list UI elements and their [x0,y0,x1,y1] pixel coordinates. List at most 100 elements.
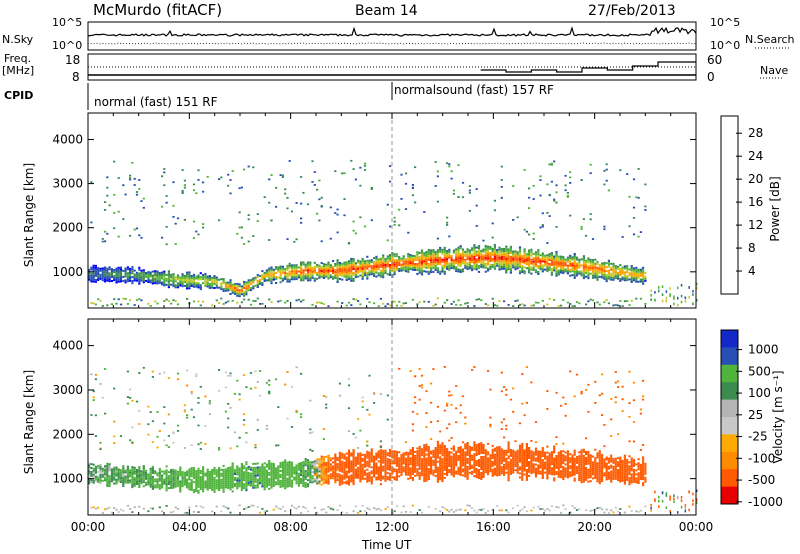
velocity-cell [461,450,465,453]
velocity-cell [464,422,467,425]
power-cell [154,272,157,275]
power-cell [161,175,164,178]
power-cell [373,302,376,305]
power-cell [104,276,107,279]
velocity-cell [218,477,221,479]
power-cell [359,184,362,187]
velocity-cell [459,411,462,414]
power-cell [407,260,410,263]
power-cell [642,272,645,275]
velocity-cell [345,458,348,461]
velocity-cell [345,462,348,465]
power-cell [530,266,533,269]
power-cell [275,186,278,189]
power-cell [550,273,553,276]
power-cell [354,266,357,269]
power-cell [432,255,435,257]
velocity-cell [197,489,200,492]
power-cell [496,262,499,265]
velocity-cell [384,465,387,468]
velocity-cell [142,485,145,488]
velocity-cell [427,456,430,459]
velocity-cell [202,470,205,473]
velocity-cell [311,431,314,434]
velocity-cell [325,479,328,482]
velocity-cell [441,444,444,447]
power-cell [518,252,522,255]
velocity-cell [436,442,439,445]
velocity-cell [471,464,474,467]
power-cell [147,273,150,276]
power-cell [430,259,433,262]
velocity-cell [448,394,451,397]
power-cell [528,251,531,254]
power-cell [124,271,127,274]
velocity-cell [436,474,439,477]
velocity-cell [131,511,134,513]
power-cell [377,268,380,271]
velocity-cell [341,454,344,457]
velocity-cell [450,459,453,462]
velocity-cell [496,466,499,469]
velocity-cell [484,465,487,468]
power-cell [639,268,642,271]
velocity-cell [179,486,182,489]
velocity-cell [427,505,430,508]
velocity-cell [461,454,465,457]
power-cell [138,280,141,283]
power-cell [484,270,487,273]
velocity-cell [231,466,234,469]
power-cell [117,270,120,273]
velocity-cell [347,483,351,486]
power-cell [644,205,647,208]
power-cell [658,289,660,293]
power-cell [614,267,617,270]
power-cell [94,280,97,283]
velocity-cell [484,451,487,454]
velocity-cell [138,423,141,425]
velocity-cell [126,402,129,405]
power-cell [482,258,485,261]
power-cell [541,268,544,271]
velocity-cell [341,478,344,481]
velocity-cell [313,474,316,477]
power-cell [154,300,157,303]
power-cell [231,285,234,288]
power-cell [345,277,348,280]
velocity-cell [206,484,209,487]
velocity-cell [436,468,439,471]
power-cell [416,255,419,258]
power-cell [598,269,601,272]
power-cell [402,259,405,262]
velocity-cell [135,483,139,485]
velocity-cell [425,461,428,464]
velocity-cell [190,408,193,411]
velocity-cell [320,459,323,462]
power-cell [275,272,278,275]
power-cell [525,253,528,256]
power-cell [163,278,166,281]
power-cell [345,273,348,276]
velocity-cell [158,467,161,470]
velocity-cell [90,463,93,466]
velocity-cell [220,486,223,489]
velocity-cell [259,472,262,475]
power-cell [286,266,289,269]
velocity-cell [359,460,362,463]
velocity-cell [238,485,241,488]
power-cell [434,266,437,269]
velocity-cell [459,474,462,476]
velocity-cell [309,428,312,431]
velocity-cell [389,462,392,465]
velocity-cell [375,476,378,479]
velocity-cell [489,464,492,467]
power-cell [377,272,380,275]
velocity-cell [493,467,496,470]
power-cell [243,243,246,245]
power-cell [477,261,481,263]
velocity-cell [311,463,314,466]
power-cell [361,263,364,266]
velocity-cell [359,478,362,481]
power-cell [420,261,424,264]
